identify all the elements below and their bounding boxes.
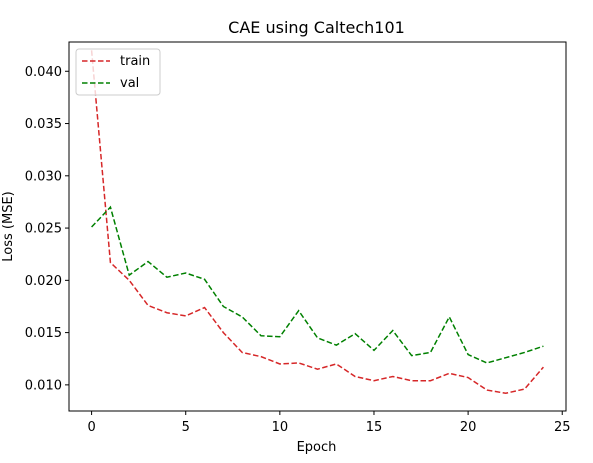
plot-lines — [92, 50, 544, 393]
x-axis-label: Epoch — [297, 440, 337, 455]
x-axis-ticks: 0 5 10 15 20 25 — [87, 411, 570, 435]
y-tick-label: 0.020 — [25, 274, 62, 289]
y-tick-label: 0.010 — [25, 378, 62, 393]
legend: train val — [76, 49, 160, 95]
x-tick-label: 15 — [366, 420, 383, 435]
legend-val-label: val — [120, 76, 139, 91]
x-tick-label: 25 — [554, 420, 571, 435]
chart-title: CAE using Caltech101 — [228, 18, 405, 37]
legend-train-label: train — [120, 54, 150, 69]
x-tick-label: 20 — [460, 420, 477, 435]
plot-frame — [69, 42, 566, 411]
y-axis-ticks: 0.010 0.015 0.020 0.025 0.030 0.035 0.040 — [25, 65, 69, 394]
y-tick-label: 0.030 — [25, 169, 62, 184]
y-tick-label: 0.015 — [25, 326, 62, 341]
series-line-val — [92, 207, 544, 363]
y-tick-label: 0.025 — [25, 222, 62, 237]
y-tick-label: 0.040 — [25, 65, 62, 80]
y-axis-label: Loss (MSE) — [1, 191, 16, 261]
series-line-train — [92, 50, 544, 393]
x-tick-label: 5 — [182, 420, 190, 435]
x-tick-label: 10 — [272, 420, 289, 435]
y-tick-label: 0.035 — [25, 117, 62, 132]
x-tick-label: 0 — [87, 420, 95, 435]
